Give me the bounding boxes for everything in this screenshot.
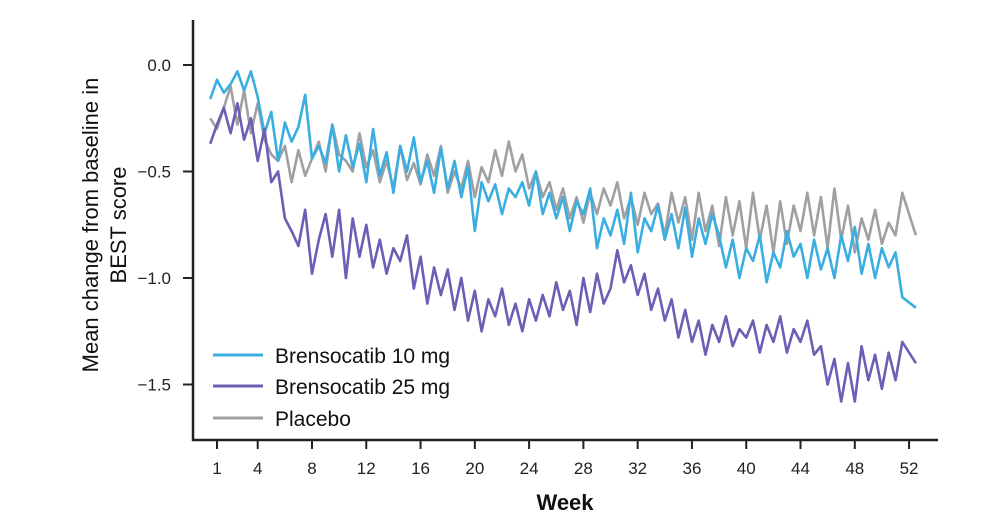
x-tick-label: 36 (682, 459, 701, 478)
y-tick-label: 0.0 (147, 56, 171, 75)
series-line-brensocatib-10-mg (208, 70, 917, 309)
x-tick-label: 1 (212, 459, 221, 478)
series-line-placebo (209, 85, 918, 254)
y-axis-label-line-1: Mean change from baseline in (78, 78, 103, 373)
series-line-brensocatib-25-mg (208, 102, 917, 403)
legend-label-25mg: Brensocatib 25 mg (275, 376, 450, 399)
x-tick-label: 24 (520, 459, 539, 478)
x-tick-label: 44 (791, 459, 810, 478)
y-tick-label: −1.0 (137, 269, 171, 288)
legend-label-10mg: Brensocatib 10 mg (275, 345, 450, 368)
x-tick-label: 16 (411, 459, 430, 478)
x-axis-label: Week (536, 490, 594, 515)
x-tick-label: 52 (900, 459, 919, 478)
x-tick-label: 40 (737, 459, 756, 478)
x-tick-label: 8 (307, 459, 316, 478)
x-tick-label: 32 (628, 459, 647, 478)
x-tick-label: 4 (253, 459, 262, 478)
legend-label-placebo: Placebo (275, 408, 351, 431)
x-tick-label: 12 (357, 459, 376, 478)
x-tick-label: 48 (845, 459, 864, 478)
y-tick-label: −1.5 (137, 376, 171, 395)
x-tick-label: 20 (465, 459, 484, 478)
legend: Brensocatib 10 mg Brensocatib 25 mg Plac… (213, 345, 450, 431)
y-axis-label-line-2: BEST score (106, 167, 131, 284)
x-tick-label: 28 (574, 459, 593, 478)
y-tick-label: −0.5 (137, 163, 171, 182)
